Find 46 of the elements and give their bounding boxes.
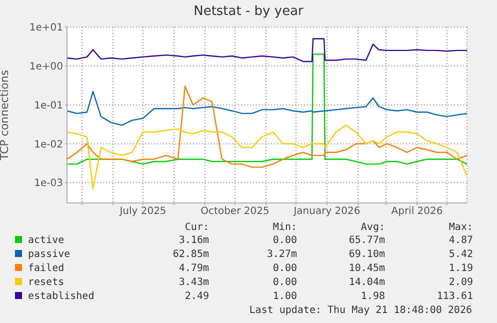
text: Cur: — [184, 222, 209, 234]
y-axis-title: TCP connections — [0, 70, 11, 162]
text: 2.09 — [448, 276, 473, 290]
legend-label: failed — [27, 262, 66, 276]
text: 2.49 — [184, 290, 209, 304]
line-series — [67, 54, 467, 165]
legend-label: active — [27, 234, 66, 248]
text: 4.79m — [178, 262, 209, 276]
x-tick-label: January 2026 — [292, 206, 360, 218]
x-tick-label: April 2026 — [391, 206, 443, 218]
line-series — [67, 124, 467, 190]
text: 10.45m — [348, 262, 385, 276]
y-tick-label: 1e+00 — [29, 61, 63, 72]
text: 14.04m — [348, 276, 385, 290]
chart-title: Netstat - by year — [192, 4, 304, 19]
text: Min: — [272, 222, 297, 234]
y-tick-label: 1e-02 — [34, 139, 63, 150]
legend-label: resets — [27, 276, 66, 290]
y-tick-label: 1e+01 — [29, 22, 63, 34]
line-series — [67, 90, 467, 126]
text: 3.16m — [178, 234, 209, 248]
text: Max: — [448, 222, 473, 234]
text: 69.10m — [348, 248, 385, 262]
text: 1.00 — [272, 290, 297, 304]
text: 5.42 — [448, 248, 473, 262]
text: 113.61 — [436, 290, 473, 304]
text: 0.00 — [272, 234, 297, 248]
text: 4.87 — [448, 234, 473, 248]
text: 3.43m — [178, 276, 209, 290]
line-series — [67, 86, 467, 168]
text: 62.85m — [172, 248, 209, 262]
text: Last update: Thu May 21 18:48:00 2026 — [248, 304, 473, 318]
x-tick-label: October 2025 — [200, 206, 270, 218]
legend-label: established — [27, 290, 96, 304]
line-series — [67, 38, 467, 62]
x-tick-label: July 2025 — [118, 206, 166, 218]
y-tick-label: 1e-03 — [34, 178, 63, 190]
text: 0.00 — [272, 276, 297, 290]
text: 65.77m — [348, 234, 385, 248]
text: 3.27m — [266, 248, 297, 262]
text: 0.00 — [272, 262, 297, 276]
y-tick-label: 1e-01 — [34, 100, 63, 112]
legend-label: passive — [27, 248, 72, 262]
text: Avg: — [360, 222, 385, 234]
text: 1.98 — [360, 290, 385, 304]
text: 1.19 — [448, 262, 473, 276]
